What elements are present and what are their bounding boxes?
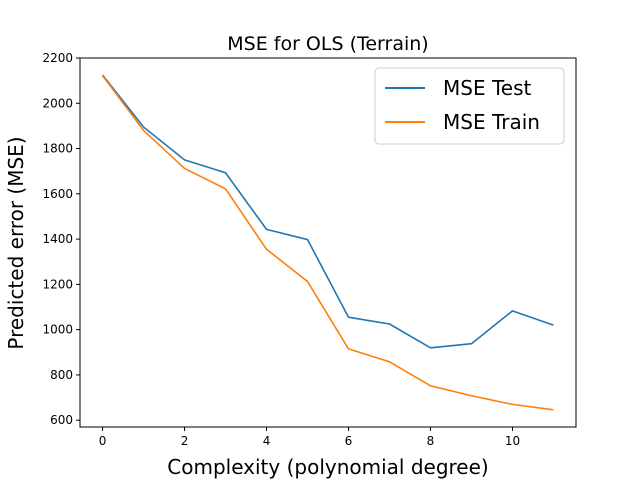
- legend-label-mse-test: MSE Test: [443, 76, 531, 100]
- y-tick-label: 2200: [42, 51, 73, 65]
- x-axis-label: Complexity (polynomial degree): [167, 455, 488, 479]
- y-tick-label: 800: [50, 368, 73, 382]
- y-tick-label: 600: [50, 413, 73, 427]
- y-tick-label: 2000: [42, 96, 73, 110]
- x-tick-label: 4: [263, 434, 271, 448]
- y-tick-label: 1200: [42, 277, 73, 291]
- x-tick-label: 0: [99, 434, 107, 448]
- y-axis-label: Predicted error (MSE): [4, 136, 28, 349]
- x-tick-label: 8: [427, 434, 435, 448]
- series-layer: [101, 74, 554, 411]
- plot-frame: [79, 57, 577, 428]
- x-tick-label: 6: [345, 434, 353, 448]
- x-tick-label: 10: [505, 434, 520, 448]
- y-tick-label: 1000: [42, 323, 73, 337]
- y-tick-label: 1600: [42, 187, 73, 201]
- chart-title: MSE for OLS (Terrain): [227, 33, 428, 55]
- x-tick-label: 2: [181, 434, 189, 448]
- legend: MSE Test MSE Train: [374, 67, 565, 145]
- y-tick-label: 1400: [42, 232, 73, 246]
- legend-label-mse-train: MSE Train: [443, 110, 540, 134]
- series-line-mse-train: [101, 75, 554, 411]
- y-tick-label: 1800: [42, 142, 73, 156]
- ticks-layer: 0 2 4 6 8 10 600 800 1000 1200 1400 1600 1800 2000 220…: [42, 51, 520, 448]
- series-line-mse-test: [101, 74, 554, 349]
